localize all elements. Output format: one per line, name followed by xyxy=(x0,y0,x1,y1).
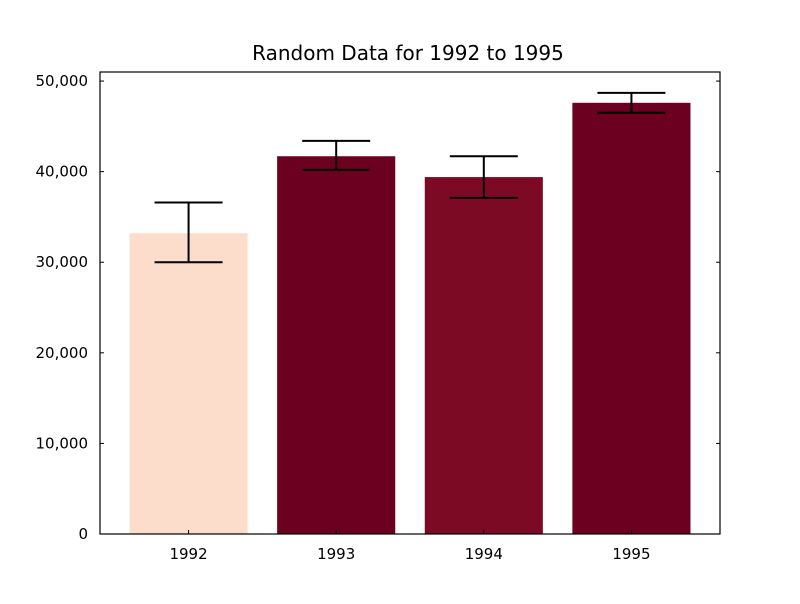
y-axis: 0 10,000 20,000 30,000 40,000 50,000 xyxy=(36,72,720,543)
bar-1995 xyxy=(572,102,691,535)
y-tick-label: 50,000 xyxy=(36,72,89,90)
error-bar-1995 xyxy=(597,91,666,114)
error-bar-1992 xyxy=(154,201,223,264)
x-tick-label: 1993 xyxy=(317,545,355,563)
x-tick-label: 1995 xyxy=(612,545,650,563)
bars-layer xyxy=(129,102,691,535)
error-bars-layer xyxy=(154,91,666,264)
bar-1994 xyxy=(424,177,543,535)
y-tick-label: 0 xyxy=(78,525,88,543)
error-bar-1993 xyxy=(302,139,371,171)
bar-1992 xyxy=(129,233,248,534)
x-tick-label: 1992 xyxy=(169,545,207,563)
plot-frame xyxy=(99,71,721,535)
y-tick-label: 30,000 xyxy=(36,253,89,271)
x-tick-label: 1994 xyxy=(465,545,503,563)
error-bar-1994 xyxy=(449,155,518,199)
x-axis: 1992 1993 1994 1995 xyxy=(169,530,651,563)
chart-title: Random Data for 1992 to 1995 xyxy=(252,41,564,65)
y-tick-label: 40,000 xyxy=(36,163,89,181)
bar-1993 xyxy=(277,156,396,534)
y-tick-label: 10,000 xyxy=(36,434,89,452)
y-tick-label: 20,000 xyxy=(36,344,89,362)
